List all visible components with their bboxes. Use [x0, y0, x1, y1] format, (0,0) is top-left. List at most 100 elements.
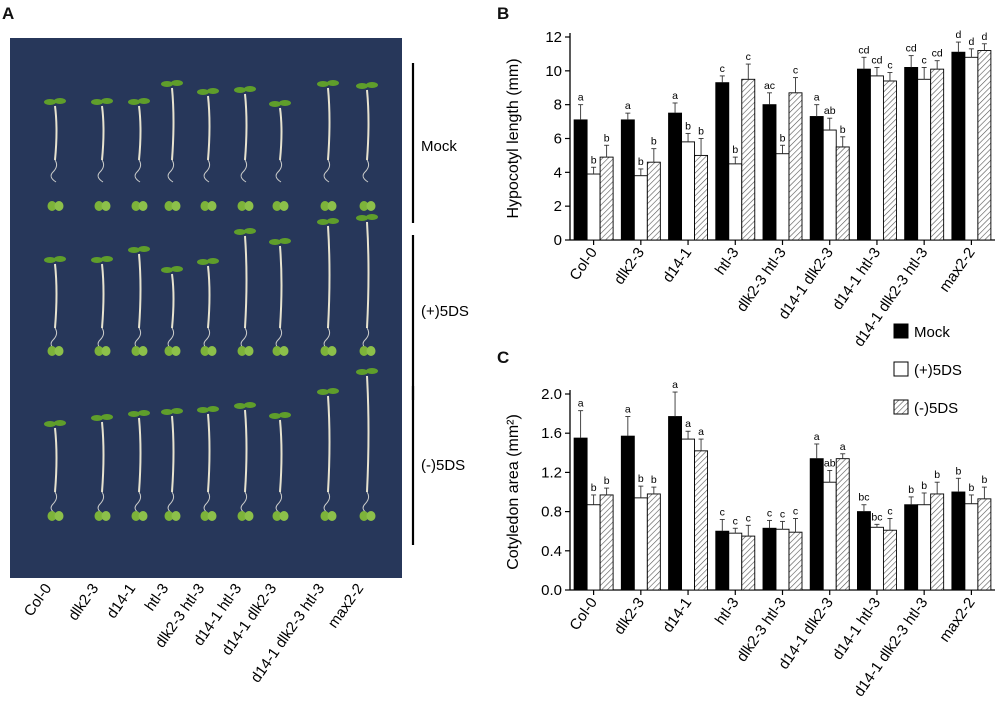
bar-minus-5ds-d14-1-dlk2-3-htl-3: [930, 68, 945, 241]
seedling-root: [362, 159, 370, 183]
seedling-hypocotyl: [327, 87, 331, 161]
cotyledon-sample: [164, 201, 174, 211]
significance-letter: a: [840, 441, 846, 453]
cotyledon-sample: [47, 511, 57, 521]
seedling-hypocotyl: [138, 253, 142, 329]
seedling-hypocotyl: [366, 89, 370, 161]
x-tick-label-max2-2: max2-2: [936, 245, 979, 296]
y-tick-label: 6: [554, 131, 562, 148]
seedling-hypocotyl: [279, 419, 283, 493]
significance-letter: a: [578, 92, 584, 104]
cotyledon-sample: [279, 511, 289, 521]
significance-letter: a: [814, 92, 820, 104]
seedling-cotyledon: [101, 98, 113, 104]
seedling-hypocotyl: [101, 105, 105, 161]
cotyledon-sample: [101, 511, 111, 521]
seedling-root: [323, 159, 331, 183]
significance-letter: b: [604, 475, 610, 487]
significance-letter: b: [604, 132, 610, 144]
y-axis-label: Cotyledon area (mm²): [505, 414, 522, 570]
genotype-label-d14-1: d14-1: [103, 581, 139, 622]
seedling-cotyledon: [44, 421, 56, 427]
bar-mock-col-0: [573, 437, 588, 591]
significance-letter: bc: [871, 511, 882, 523]
bar-minus-5ds-col-0: [599, 494, 614, 591]
cotyledon-sample: [366, 346, 376, 356]
seedling-hypocotyl: [207, 413, 211, 493]
seedling-cotyledon: [366, 368, 378, 374]
y-tick-label: 2.0: [541, 386, 562, 403]
legend: Mock (+)5DS (-)5DS: [893, 323, 962, 417]
cotyledon-sample: [200, 201, 210, 211]
bar-mock-htl-3: [715, 82, 730, 241]
seedling-cotyledon: [366, 214, 378, 220]
cotyledon-sample: [320, 201, 330, 211]
bar-minus-5ds-d14-1-dlk2-3: [835, 458, 850, 591]
significance-letter: ac: [764, 80, 775, 92]
cotyledon-sample: [237, 346, 247, 356]
bar-mock-col-0: [573, 119, 588, 241]
cotyledon-sample: [164, 346, 174, 356]
bar-plus-5ds-d14-1-htl-3: [869, 75, 884, 241]
significance-letter: d: [981, 31, 987, 43]
cotyledon-sample: [279, 201, 289, 211]
significance-letter: c: [746, 51, 751, 63]
bar-minus-5ds-d14-1: [694, 154, 709, 241]
panel-label-b: B: [497, 4, 510, 23]
bar-mock-dlk2-3-htl-3: [762, 527, 777, 591]
seedling-cotyledon: [161, 81, 173, 87]
bar-plus-5ds-d14-1-htl-3: [869, 526, 884, 591]
bar-plus-5ds-d14-1: [681, 438, 696, 591]
cotyledon-sample: [272, 346, 282, 356]
seedling-hypocotyl: [327, 395, 331, 493]
x-tick-label-d14-1: d14-1: [659, 595, 695, 636]
cotyledon-sample: [94, 346, 104, 356]
significance-letter: cd: [932, 48, 943, 60]
seedling-cotyledon: [244, 402, 256, 408]
x-tick-label-d14-1: d14-1: [659, 245, 695, 286]
y-tick-label: 2: [554, 198, 562, 215]
cotyledon-sample: [272, 201, 282, 211]
cotyledon-sample: [279, 346, 289, 356]
panel-label-c: C: [497, 348, 510, 367]
row-label-plus-5ds: (+)5DS: [421, 303, 469, 320]
bar-minus-5ds-d14-1-htl-3: [882, 80, 897, 241]
seedling-hypocotyl: [327, 225, 331, 329]
bar-minus-5ds-d14-1-dlk2-3-htl-3: [930, 493, 945, 591]
significance-letter: b: [921, 480, 927, 492]
seedling-root: [50, 491, 58, 515]
seedling-root: [240, 491, 248, 515]
significance-letter: a: [625, 100, 631, 112]
seedling-hypocotyl: [101, 421, 105, 493]
treatment-brackets: Mock (+)5DS (-)5DS: [411, 63, 469, 545]
bar-mock-d14-1-htl-3: [856, 511, 871, 591]
cotyledon-sample: [327, 201, 337, 211]
cotyledon-sample: [207, 511, 217, 521]
cotyledon-sample: [366, 201, 376, 211]
cotyledon-sample: [359, 346, 369, 356]
x-tick-label-htl-3: htl-3: [712, 595, 743, 629]
seedling-cotyledon: [279, 100, 291, 106]
bar-plus-5ds-dlk2-3-htl-3: [775, 153, 790, 241]
cotyledon-sample: [272, 511, 282, 521]
significance-letter: a: [672, 379, 678, 391]
x-tick-label-col-0: Col-0: [566, 595, 600, 634]
legend-label-minus-5ds: (-)5DS: [914, 400, 958, 417]
significance-letter: b: [934, 469, 940, 481]
significance-letter: cd: [858, 44, 869, 56]
seedling-cotyledon: [101, 256, 113, 262]
cotyledon-sample: [47, 201, 57, 211]
legend-swatch-mock: [893, 323, 909, 339]
seedling-cotyledon: [279, 412, 291, 418]
seedling-cotyledon: [356, 215, 368, 221]
seedling-root: [203, 491, 211, 515]
cotyledon-sample: [320, 511, 330, 521]
significance-letter: b: [638, 473, 644, 485]
bar-mock-max2-2: [951, 51, 966, 241]
bar-plus-5ds-htl-3: [728, 532, 743, 591]
bar-mock-d14-1-dlk2-3: [809, 116, 824, 241]
seedling-cotyledon: [138, 246, 150, 252]
cotyledon-sample: [244, 201, 254, 211]
seedling-cotyledon: [317, 81, 329, 87]
